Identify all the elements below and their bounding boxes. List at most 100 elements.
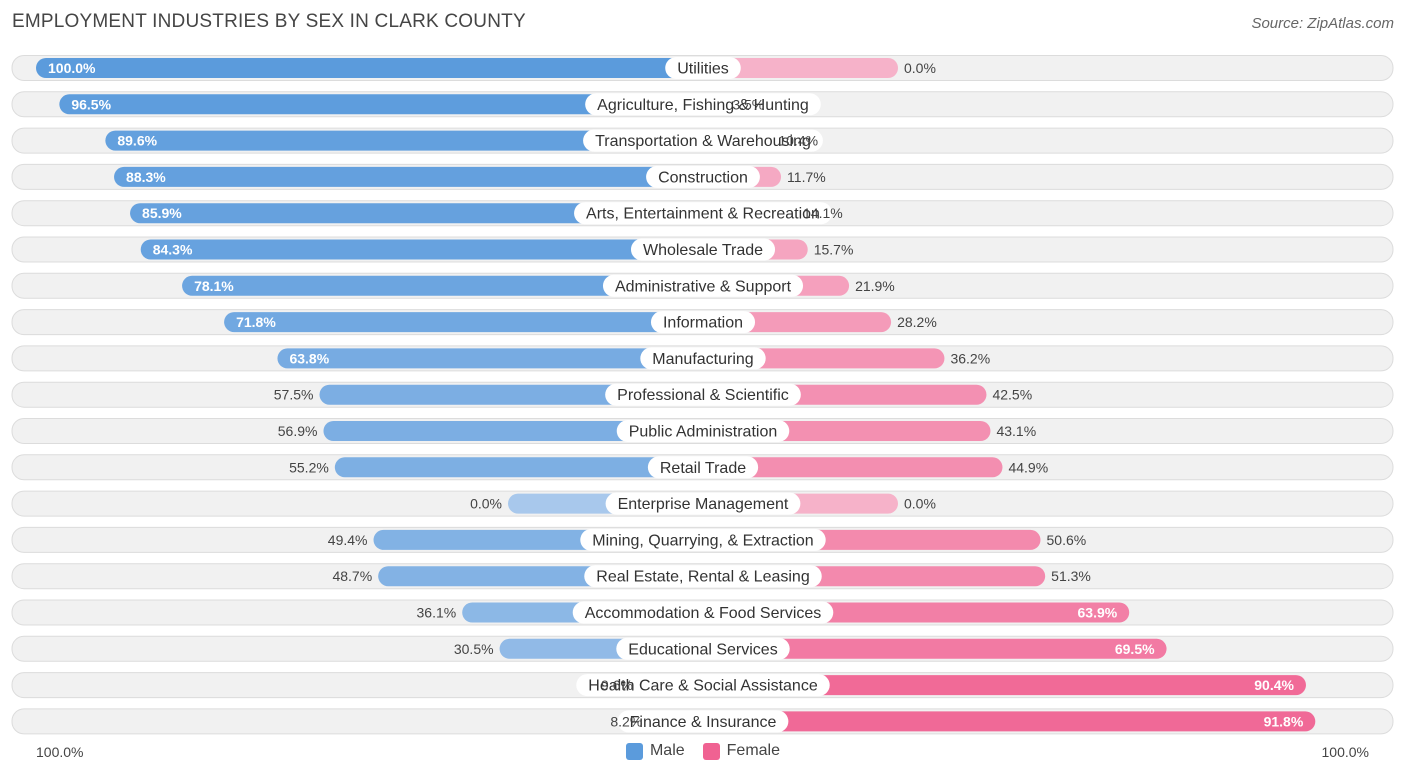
bar-male xyxy=(140,239,703,260)
category-label-pill xyxy=(617,710,789,733)
category-label-pill xyxy=(583,129,823,152)
value-label-male: 78.1% xyxy=(194,278,234,294)
category-label: Wholesale Trade xyxy=(643,242,763,259)
category-label: Arts, Entertainment & Recreation xyxy=(586,206,820,223)
category-label: Mining, Quarrying, & Extraction xyxy=(592,532,813,549)
category-label-pill xyxy=(630,238,776,261)
value-label-male: 56.9% xyxy=(278,423,318,439)
value-label-female: 42.5% xyxy=(992,387,1032,403)
value-label-female: 11.7% xyxy=(787,169,826,185)
value-label-female: 91.8% xyxy=(1264,713,1304,729)
category-label: Information xyxy=(663,315,743,332)
category-label: Retail Trade xyxy=(660,460,746,477)
category-label: Construction xyxy=(658,169,748,186)
value-label-female: 15.7% xyxy=(814,242,854,258)
category-label: Agriculture, Fishing & Hunting xyxy=(597,97,809,114)
bar-male xyxy=(224,312,703,333)
bar-female xyxy=(703,58,898,78)
category-label-pill xyxy=(650,311,756,334)
value-label-female: 44.9% xyxy=(1008,459,1048,475)
value-label-female: 63.9% xyxy=(1078,605,1118,621)
bar-male xyxy=(105,130,704,151)
value-label-female: 43.1% xyxy=(996,423,1036,439)
category-label-pill xyxy=(605,383,801,406)
chart-title: EMPLOYMENT INDUSTRIES BY SEX IN CLARK CO… xyxy=(12,11,526,32)
value-label-male: 85.9% xyxy=(142,205,182,221)
value-label-female: 28.2% xyxy=(897,314,937,330)
value-label-female: 0.0% xyxy=(904,496,936,512)
category-label-pill xyxy=(584,565,822,588)
value-label-male: 96.5% xyxy=(71,96,111,112)
value-label-female: 50.6% xyxy=(1047,532,1087,548)
category-label: Public Administration xyxy=(629,424,778,441)
category-label-pill xyxy=(572,601,834,624)
legend-swatch-male xyxy=(625,742,643,760)
bar-male xyxy=(334,457,703,478)
category-label: Enterprise Management xyxy=(618,496,789,513)
category-label-pill xyxy=(602,274,804,297)
bar-male xyxy=(277,348,703,369)
category-label: Accommodation & Food Services xyxy=(585,605,822,622)
value-label-female: 14.1% xyxy=(803,205,843,221)
category-label-pill xyxy=(616,420,790,442)
legend-label-female: Female xyxy=(726,742,781,759)
category-label-pill xyxy=(605,492,801,515)
category-label: Manufacturing xyxy=(652,351,753,368)
value-label-female: 3.5% xyxy=(732,96,764,112)
bar-male xyxy=(114,166,703,187)
category-label: Administrative & Support xyxy=(615,278,792,295)
value-label-male: 9.6% xyxy=(601,677,633,693)
value-label-male: 36.1% xyxy=(417,605,457,621)
category-label-pill xyxy=(585,93,821,116)
value-label-male: 88.3% xyxy=(126,169,166,185)
value-label-male: 84.3% xyxy=(153,242,193,258)
legend-item-male[interactable]: Male xyxy=(625,742,685,760)
bar-male xyxy=(182,275,703,296)
category-label: Finance & Insurance xyxy=(630,714,777,731)
category-label-pill xyxy=(576,674,830,697)
value-label-female: 0.0% xyxy=(904,60,936,76)
bar-female xyxy=(703,457,1003,478)
category-label: Transportation & Warehousing xyxy=(595,133,811,150)
category-label-pill xyxy=(647,456,759,479)
category-label: Health Care & Social Assistance xyxy=(588,678,818,695)
bar-female xyxy=(703,638,1167,659)
category-label-pill xyxy=(646,165,760,188)
value-label-male: 30.5% xyxy=(454,641,494,657)
bar-female xyxy=(703,711,1316,732)
value-label-male: 71.8% xyxy=(236,314,276,330)
bar-male xyxy=(130,203,703,224)
category-label-pill xyxy=(665,57,741,79)
category-label-pill xyxy=(574,202,832,225)
bar-female xyxy=(703,675,1306,696)
value-label-male: 8.2% xyxy=(610,713,642,729)
source-note: Source: ZipAtlas.com xyxy=(1251,15,1394,32)
value-label-female: 69.5% xyxy=(1115,641,1155,657)
value-label-male: 49.4% xyxy=(328,532,368,548)
value-label-female: 36.2% xyxy=(950,350,990,366)
bar-male xyxy=(59,94,704,115)
category-label: Educational Services xyxy=(628,641,777,658)
axis-left-label: 100.0% xyxy=(36,744,84,760)
value-label-male: 55.2% xyxy=(289,459,329,475)
bar-male xyxy=(323,421,703,441)
category-label-pill xyxy=(580,528,826,551)
value-label-male: 48.7% xyxy=(332,568,372,584)
legend-label-male: Male xyxy=(649,742,685,759)
category-label-pill xyxy=(616,637,790,660)
category-label: Real Estate, Rental & Leasing xyxy=(596,569,809,586)
value-label-female: 51.3% xyxy=(1051,568,1091,584)
value-label-male: 57.5% xyxy=(274,387,314,403)
value-label-male: 0.0% xyxy=(470,496,502,512)
category-label-pill xyxy=(640,347,766,370)
category-label: Professional & Scientific xyxy=(617,387,789,404)
legend: Male Female xyxy=(0,742,1406,760)
axis-right-label: 100.0% xyxy=(1321,744,1369,760)
bar-male xyxy=(36,58,703,78)
value-label-female: 90.4% xyxy=(1254,677,1294,693)
category-label: Utilities xyxy=(677,61,729,78)
diverging-bar-chart: Utilities 100.0% 0.0% Agriculture, Fishing … xyxy=(11,55,1394,735)
legend-item-female[interactable]: Female xyxy=(702,742,781,760)
value-label-male: 63.8% xyxy=(289,350,329,366)
value-label-female: 21.9% xyxy=(855,278,895,294)
